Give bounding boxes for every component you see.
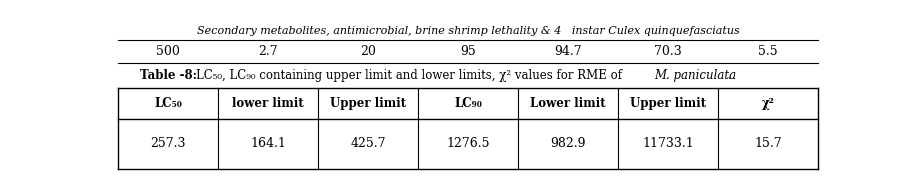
Text: 70.3: 70.3 [654, 45, 682, 58]
Text: 982.9: 982.9 [551, 137, 585, 150]
Text: 164.1: 164.1 [250, 137, 286, 150]
Text: Secondary metabolites, antimicrobial, brine shrimp lethality & 4   instar Culex : Secondary metabolites, antimicrobial, br… [196, 26, 740, 36]
Text: 11733.1: 11733.1 [642, 137, 694, 150]
Text: 20: 20 [360, 45, 376, 58]
Text: .: . [728, 69, 731, 82]
Text: χ²: χ² [761, 97, 774, 110]
Text: 1276.5: 1276.5 [446, 137, 489, 150]
Text: Upper limit: Upper limit [330, 97, 406, 110]
Text: 425.7: 425.7 [351, 137, 385, 150]
Text: 257.3: 257.3 [151, 137, 185, 150]
Text: LC₅₀, LC₉₀ containing upper limit and lower limits, χ² values for RME of: LC₅₀, LC₉₀ containing upper limit and lo… [195, 69, 625, 82]
Text: Lower limit: Lower limit [530, 97, 605, 110]
Text: M. paniculata: M. paniculata [655, 69, 737, 82]
Text: 15.7: 15.7 [754, 137, 782, 150]
Text: 2.7: 2.7 [258, 45, 278, 58]
Text: lower limit: lower limit [232, 97, 304, 110]
Text: Upper limit: Upper limit [630, 97, 706, 110]
Text: LC₅₀: LC₅₀ [154, 97, 182, 110]
Text: 95: 95 [460, 45, 476, 58]
Text: LC₉₀: LC₉₀ [454, 97, 482, 110]
Text: 500: 500 [156, 45, 180, 58]
Text: 94.7: 94.7 [554, 45, 582, 58]
Text: Table -8:: Table -8: [140, 69, 201, 82]
Text: 5.5: 5.5 [758, 45, 778, 58]
